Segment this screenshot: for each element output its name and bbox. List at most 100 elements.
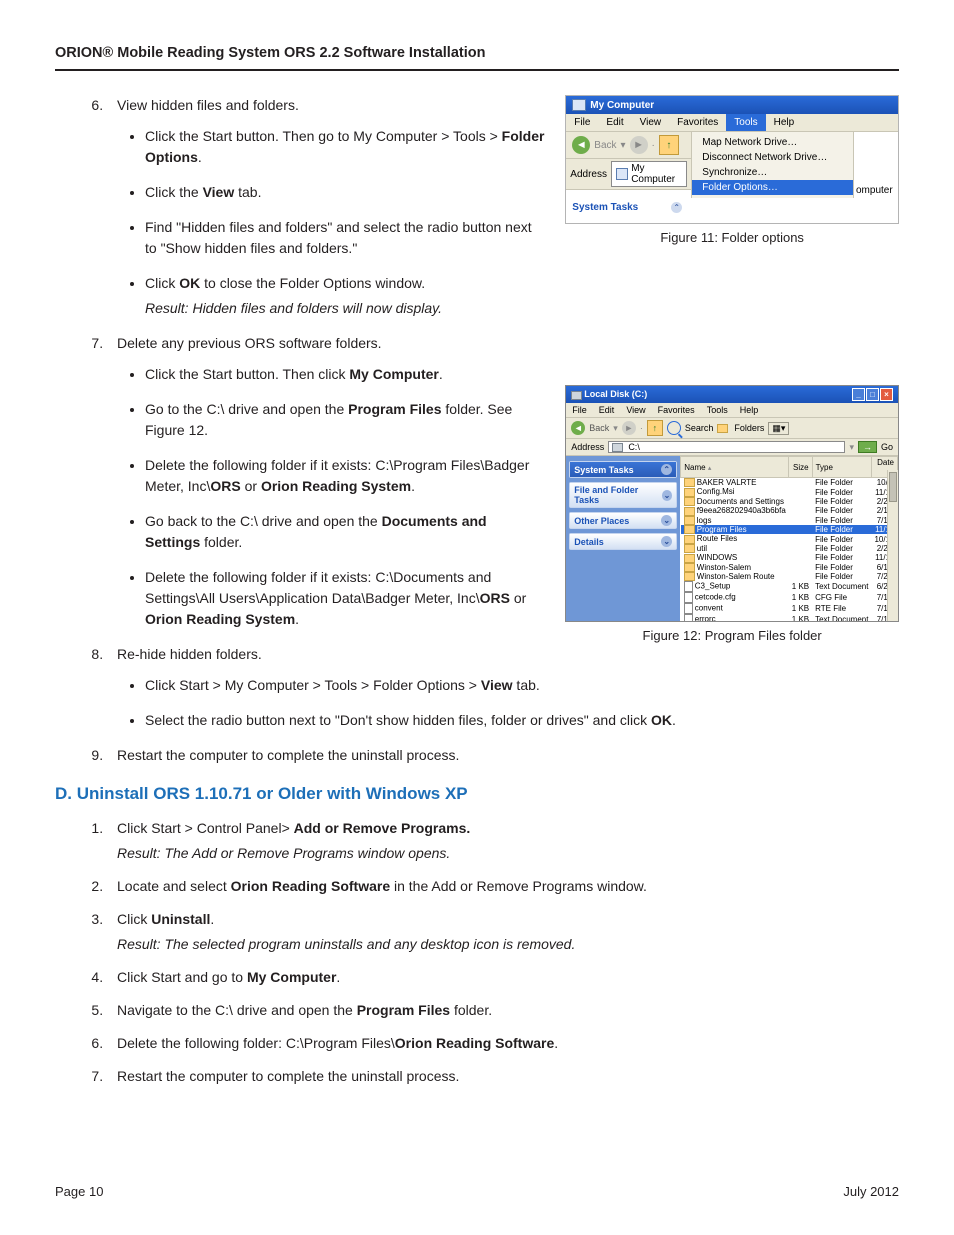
minimize-button[interactable]: _ <box>852 388 865 401</box>
dd-disconnect[interactable]: Disconnect Network Drive… <box>692 150 853 165</box>
figure-11-caption: Figure 11: Folder options <box>565 230 899 245</box>
table-row[interactable]: f9eea268202940a3b6bfaFile Folder2/14/ <box>681 506 898 515</box>
table-row[interactable]: convent1 KBRTE File7/15/ <box>681 603 898 614</box>
menu-tools[interactable]: Tools <box>701 403 734 417</box>
panel-system-tasks[interactable]: System Tasks⌃ <box>569 461 677 478</box>
folder-icon <box>684 478 695 487</box>
folder-icon <box>684 544 695 553</box>
views-button[interactable]: ▦▾ <box>768 422 789 435</box>
menu-favorites[interactable]: Favorites <box>652 403 701 417</box>
d3-result: Result: The selected program uninstalls … <box>117 934 899 955</box>
folder-icon <box>684 572 695 581</box>
menu-favorites[interactable]: Favorites <box>669 114 726 131</box>
table-row[interactable]: logsFile Folder7/12/ <box>681 516 898 525</box>
d-step-6: Delete the following folder: C:\Program … <box>107 1033 899 1054</box>
step7-b5: Delete the following folder if it exists… <box>145 567 545 630</box>
table-row[interactable]: WINDOWSFile Folder11/15 <box>681 553 898 562</box>
menu-tools[interactable]: Tools <box>726 114 765 131</box>
chevron-icon[interactable]: ⌃ <box>671 202 682 213</box>
step-6: View hidden files and folders. Click the… <box>107 95 545 319</box>
step8-b1: Click Start > My Computer > Tools > Fold… <box>145 675 899 696</box>
table-row[interactable]: Route FilesFile Folder10/14 <box>681 534 898 543</box>
chevron-icon: ⌃ <box>661 464 672 475</box>
search-icon[interactable] <box>667 421 681 435</box>
figure-12-caption: Figure 12: Program Files folder <box>565 628 899 643</box>
table-row[interactable]: BAKER VALRTEFile Folder10/4/ <box>681 478 898 488</box>
scrollbar[interactable] <box>887 470 898 621</box>
scroll-thumb[interactable] <box>889 472 897 502</box>
panel-details[interactable]: Details⌄ <box>569 533 677 550</box>
page-number: Page 10 <box>55 1184 103 1199</box>
step6-b4-result: Result: Hidden files and folders will no… <box>145 298 545 319</box>
address-box[interactable]: My Computer <box>611 161 687 187</box>
up-icon[interactable]: ↑ <box>659 135 679 155</box>
folder-icon <box>684 525 695 534</box>
table-row[interactable]: errorc1 KBText Document7/19/ <box>681 614 898 621</box>
col-name[interactable]: Name <box>684 463 705 472</box>
step-8: Re-hide hidden folders. Click Start > My… <box>107 644 899 731</box>
fig12-toolbar: ◄ Back▾ ► · ↑ Search Folders ▦▾ <box>566 418 898 439</box>
folders-icon[interactable] <box>717 424 728 433</box>
col-date[interactable]: Date <box>877 458 894 467</box>
figure-11-window: My Computer File Edit View Favorites Too… <box>565 95 899 224</box>
fig12-menubar: File Edit View Favorites Tools Help <box>566 403 898 418</box>
up-icon[interactable]: ↑ <box>647 420 663 436</box>
table-row[interactable]: Program FilesFile Folder11/15 <box>681 525 898 534</box>
panel-other-places[interactable]: Other Places⌄ <box>569 512 677 529</box>
panel-file-folder-tasks[interactable]: File and Folder Tasks⌄ <box>569 482 677 508</box>
table-row[interactable]: Config.MsiFile Folder11/15 <box>681 487 898 496</box>
forward-icon[interactable]: ► <box>622 421 636 435</box>
step6-b1: Click the Start button. Then go to My Co… <box>145 126 545 168</box>
menu-help[interactable]: Help <box>734 403 765 417</box>
forward-icon[interactable]: ► <box>630 136 648 154</box>
table-row[interactable]: Documents and SettingsFile Folder2/22/ <box>681 497 898 506</box>
address-input[interactable]: C:\ <box>608 441 845 453</box>
figure-12-window: Local Disk (C:) _□× File Edit View Favor… <box>565 385 899 622</box>
disk-icon <box>571 391 582 400</box>
chevron-icon: ⌄ <box>662 490 673 501</box>
fig11-toolbar: ◄ Back ▾ ► · ↑ <box>566 132 691 159</box>
d-step-1: Click Start > Control Panel> Add or Remo… <box>107 818 899 864</box>
table-row[interactable]: Winston-SalemFile Folder6/14/ <box>681 563 898 572</box>
right-column: My Computer File Edit View Favorites Too… <box>565 95 899 644</box>
col-size[interactable]: Size <box>789 457 812 478</box>
d-step-3: Click Uninstall.Result: The selected pro… <box>107 909 899 955</box>
folder-icon <box>684 554 695 563</box>
menu-file[interactable]: File <box>566 114 598 131</box>
back-icon[interactable]: ◄ <box>572 136 590 154</box>
d1-result: Result: The Add or Remove Programs windo… <box>117 843 899 864</box>
menu-edit[interactable]: Edit <box>598 114 631 131</box>
fig11-cut-text: omputer <box>856 185 893 196</box>
menu-help[interactable]: Help <box>766 114 803 131</box>
fig12-sidebar: System Tasks⌃ File and Folder Tasks⌄ Oth… <box>566 456 680 621</box>
page-header: ORION® Mobile Reading System ORS 2.2 Sof… <box>55 45 899 71</box>
menu-file[interactable]: File <box>566 403 593 417</box>
back-icon[interactable]: ◄ <box>571 421 585 435</box>
close-button[interactable]: × <box>880 388 893 401</box>
system-tasks-panel: System Tasks ⌃ <box>566 198 688 223</box>
folder-icon <box>684 507 695 516</box>
file-icon <box>684 603 693 614</box>
left-column: View hidden files and folders. Click the… <box>55 95 545 644</box>
go-button[interactable]: → <box>858 441 877 453</box>
table-row[interactable]: cetcode.cfg1 KBCFG File7/17/ <box>681 592 898 603</box>
fig11-titlebar: My Computer <box>566 96 898 114</box>
file-icon <box>684 614 693 621</box>
col-type[interactable]: Type <box>812 457 871 478</box>
dd-sync[interactable]: Synchronize… <box>692 165 853 180</box>
menu-view[interactable]: View <box>620 403 651 417</box>
menu-edit[interactable]: Edit <box>593 403 621 417</box>
fig11-menubar: File Edit View Favorites Tools Help <box>566 114 898 132</box>
table-row[interactable]: utilFile Folder2/22/ <box>681 544 898 553</box>
dd-folder-options[interactable]: Folder Options… <box>692 180 853 195</box>
maximize-button[interactable]: □ <box>866 388 879 401</box>
table-row[interactable]: C3_Setup1 KBText Document6/28/ <box>681 581 898 592</box>
menu-view[interactable]: View <box>632 114 670 131</box>
step7-text: Delete any previous ORS software folders… <box>117 335 382 351</box>
table-row[interactable]: Winston-Salem RouteFile Folder7/20/ <box>681 572 898 581</box>
system-tasks-label: System Tasks <box>572 202 638 213</box>
step7-b1: Click the Start button. Then click My Co… <box>145 364 545 385</box>
step7-b3: Delete the following folder if it exists… <box>145 455 545 497</box>
dd-map-drive[interactable]: Map Network Drive… <box>692 135 853 150</box>
page-date: July 2012 <box>843 1184 899 1199</box>
